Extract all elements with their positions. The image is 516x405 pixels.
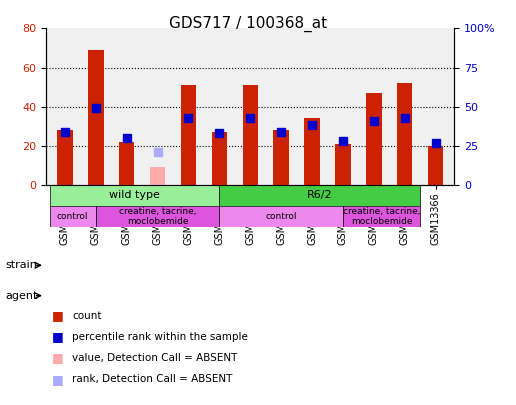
FancyBboxPatch shape: [343, 206, 420, 227]
Bar: [57, 130, 73, 185]
Bar: [181, 85, 196, 185]
Bar: [366, 93, 381, 185]
Text: GDS717 / 100368_at: GDS717 / 100368_at: [169, 16, 327, 32]
Text: percentile rank within the sample: percentile rank within the sample: [72, 332, 248, 342]
Text: ■: ■: [52, 330, 63, 343]
Bar: [428, 146, 443, 185]
Text: wild type: wild type: [109, 190, 160, 200]
Text: value, Detection Call = ABSENT: value, Detection Call = ABSENT: [72, 353, 237, 363]
Text: R6/2: R6/2: [307, 190, 332, 200]
Text: rank, Detection Call = ABSENT: rank, Detection Call = ABSENT: [72, 374, 233, 384]
Bar: [304, 118, 320, 185]
Text: ■: ■: [52, 373, 63, 386]
Text: ■: ■: [52, 309, 63, 322]
FancyBboxPatch shape: [96, 206, 219, 227]
Bar: [212, 132, 227, 185]
Bar: [150, 167, 165, 185]
Bar: [397, 83, 412, 185]
Bar: [88, 50, 104, 185]
Text: creatine, tacrine,
moclobemide: creatine, tacrine, moclobemide: [343, 207, 420, 226]
Text: count: count: [72, 311, 102, 321]
FancyBboxPatch shape: [50, 206, 96, 227]
Text: agent: agent: [5, 291, 38, 301]
Text: control: control: [57, 212, 88, 221]
Bar: [273, 130, 289, 185]
Text: ■: ■: [52, 352, 63, 365]
Bar: [243, 85, 258, 185]
FancyBboxPatch shape: [219, 206, 343, 227]
Bar: [335, 144, 351, 185]
Bar: [119, 142, 135, 185]
FancyBboxPatch shape: [219, 185, 420, 206]
Text: control: control: [265, 212, 297, 221]
FancyBboxPatch shape: [50, 185, 219, 206]
Text: creatine, tacrine,
moclobemide: creatine, tacrine, moclobemide: [119, 207, 197, 226]
Text: strain: strain: [5, 260, 37, 270]
